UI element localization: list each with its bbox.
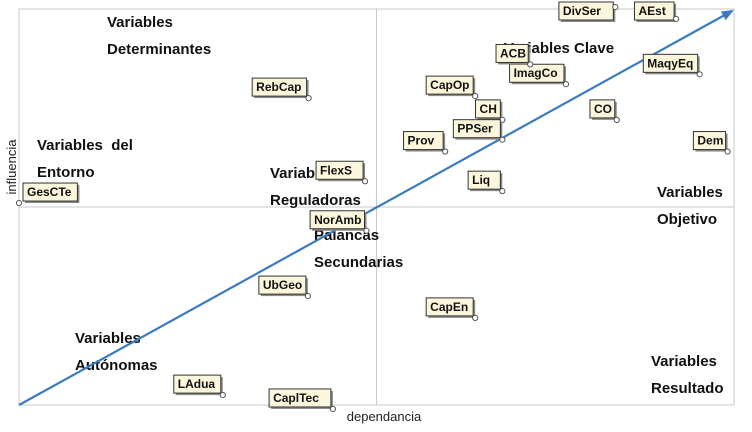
point-marker	[672, 15, 680, 22]
point-label: DivSer	[563, 4, 601, 18]
point-ppser: PPSer	[452, 119, 506, 143]
point-label-box	[692, 131, 727, 151]
point-acb: ACB	[495, 43, 534, 68]
point-marker	[305, 95, 312, 102]
point-label: Prov	[408, 134, 435, 148]
quadrant-label-entorno-line-2: Entorno	[37, 164, 95, 181]
point-marker	[472, 93, 479, 100]
point-marker	[696, 71, 703, 78]
point-ladua: LAdua	[173, 374, 226, 399]
quadrant-label-autonomas-line-2: Autónomas	[75, 357, 158, 374]
point-marker	[527, 61, 534, 68]
quadrant-label-entorno-line-1: Variables del	[37, 137, 133, 154]
y-axis-label: influencia	[4, 139, 19, 195]
point-label-box	[258, 275, 307, 295]
point-rebcap: RebCap	[251, 77, 312, 102]
point-marker	[472, 314, 479, 321]
data-points: DivSer AEst ImagCo MaqyEq ACB RebCap CH CO CapOp…	[15, 1, 731, 413]
point-aest: AEst	[633, 1, 680, 22]
point-label: RebCap	[256, 80, 301, 94]
point-ch: CH	[475, 99, 506, 123]
quadrant-label-palancas-line-1: Palancas	[314, 227, 379, 244]
quadrant-label-clave-line-1: Variables Clave	[504, 40, 614, 57]
point-maqyeq: MaqyEq	[642, 53, 703, 78]
point-label-box	[315, 160, 364, 180]
point-label: CH	[480, 102, 497, 116]
point-label: Liq	[472, 173, 490, 187]
point-label-box	[509, 63, 565, 83]
point-label-box	[22, 182, 78, 202]
point-prov: Prov	[403, 131, 449, 155]
point-marker	[562, 81, 570, 88]
point-label: UbGeo	[263, 278, 302, 292]
point-label: CaplTec	[273, 391, 319, 405]
quadrant-label-objetivo-line-2: Objetivo	[657, 211, 717, 228]
point-marker	[612, 3, 619, 11]
point-label: MaqyEq	[647, 56, 693, 70]
x-axis-label: dependancia	[347, 409, 422, 424]
point-label-box	[403, 131, 444, 151]
point-marker	[499, 136, 506, 143]
point-label: ACB	[500, 46, 526, 60]
point-label-box	[633, 1, 675, 21]
point-dem: Dem	[692, 131, 731, 155]
point-label-box	[425, 75, 474, 95]
point-label: ImagCo	[514, 66, 558, 80]
point-ubgeo: UbGeo	[258, 275, 311, 300]
trend-arrow	[18, 10, 734, 406]
point-marker	[15, 199, 23, 207]
point-label-box	[309, 210, 365, 230]
point-imagco: ImagCo	[509, 63, 570, 88]
point-label: NorAmb	[314, 213, 361, 227]
point-label-box	[589, 99, 616, 119]
point-capltec: CaplTec	[268, 388, 336, 413]
quadrant-label-autonomas-line-1: Variables	[75, 330, 141, 347]
quadrant-label-palancas-line-2: Secundarias	[314, 254, 403, 271]
point-marker	[304, 293, 311, 300]
quadrant-label-determinantes-line-1: Variables	[107, 14, 173, 31]
point-capop: CapOp	[425, 75, 479, 100]
point-marker	[613, 116, 620, 123]
point-label: LAdua	[178, 377, 216, 391]
quadrant-label-objetivo-line-1: Variables	[657, 184, 723, 201]
point-co: CO	[589, 99, 620, 123]
point-marker	[219, 392, 226, 399]
point-label-box	[495, 43, 529, 63]
point-label: Dem	[697, 134, 723, 148]
point-label: FlexS	[320, 163, 352, 177]
point-marker	[363, 227, 370, 234]
point-label: CO	[594, 102, 612, 116]
point-marker	[329, 405, 336, 413]
point-marker	[724, 148, 731, 155]
point-label-box	[251, 77, 308, 97]
point-label: PPSer	[457, 122, 493, 136]
point-label-box	[467, 170, 501, 190]
point-label-box	[558, 1, 614, 21]
point-label-box	[268, 388, 332, 408]
point-marker	[361, 178, 369, 185]
point-marker	[499, 188, 506, 195]
quadrant-label-resultado-line-1: Variables	[651, 353, 717, 370]
point-gescte: GesCTe	[15, 182, 80, 207]
point-label: CapOp	[430, 78, 469, 92]
point-label-box	[452, 119, 501, 139]
point-label: AEst	[638, 4, 665, 18]
point-label-box	[642, 53, 699, 73]
quadrant-label-reguladoras-line-2: Reguladoras	[270, 192, 361, 209]
point-noramb: NorAmb	[309, 210, 370, 234]
point-label: GesCTe	[27, 185, 72, 199]
point-label-box	[173, 374, 222, 394]
point-label: CapEn	[430, 300, 468, 314]
point-marker	[442, 148, 449, 155]
point-liq: Liq	[467, 170, 506, 195]
point-label-box	[475, 99, 501, 119]
quadrant-label-determinantes-line-2: Determinantes	[107, 41, 211, 58]
quadrant-label-resultado-line-2: Resultado	[651, 380, 724, 397]
point-label-box	[425, 297, 474, 317]
point-divser: DivSer	[558, 1, 619, 22]
point-flexs: FlexS	[315, 160, 369, 185]
point-capen: CapEn	[425, 297, 479, 321]
